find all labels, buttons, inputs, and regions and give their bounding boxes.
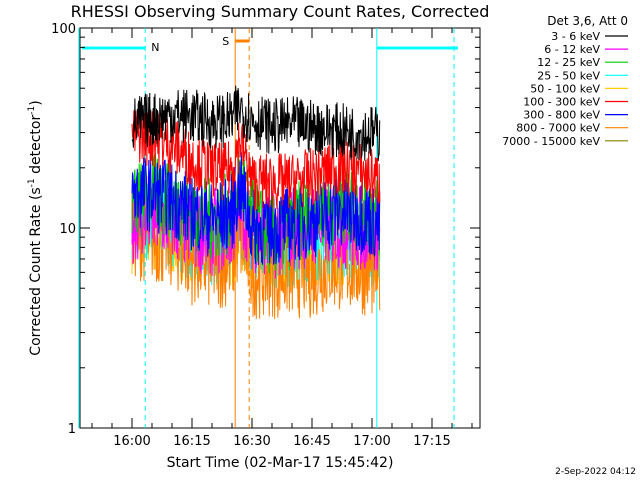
legend-label-6: 300 - 800 keV <box>523 109 600 122</box>
x-axis-label: Start Time (02-Mar-17 15:45:42) <box>167 455 394 471</box>
legend-label-4: 50 - 100 keV <box>530 82 600 95</box>
night-label: N <box>151 41 159 54</box>
legend-label-0: 3 - 6 keV <box>551 30 600 43</box>
tick-layer: 1 10 100 16:00 16:15 16:30 16:45 17:00 17:15 <box>51 22 480 449</box>
y-axis-label-mid: detector <box>28 115 44 179</box>
legend-header: Det 3,6, Att 0 <box>547 14 628 28</box>
x-tick-label-0: 16:00 <box>113 434 150 449</box>
legend-label-3: 25 - 50 keV <box>537 69 600 82</box>
timestamp: 2-Sep-2022 04:12 <box>555 467 636 477</box>
legend-label-5: 100 - 300 keV <box>523 96 600 109</box>
chart-title: RHESSI Observing Summary Count Rates, Co… <box>71 2 490 21</box>
legend-label-8: 7000 - 15000 keV <box>502 135 600 148</box>
saa-label: S <box>222 35 229 48</box>
x-tick-label-5: 17:15 <box>413 434 450 449</box>
y-axis-label-sup2: -1 <box>27 106 37 115</box>
y-axis-label: Corrected Count Rate (s-1 detector-1) <box>27 100 44 355</box>
x-tick-label-2: 16:30 <box>233 434 270 449</box>
y-tick-label-0: 1 <box>68 422 76 437</box>
legend-label-7: 800 - 7000 keV <box>516 122 600 135</box>
legend-label-2: 12 - 25 keV <box>537 56 600 69</box>
x-tick-label-4: 17:00 <box>353 434 390 449</box>
legend-label-1: 6 - 12 keV <box>544 43 600 56</box>
y-tick-label-2: 100 <box>51 22 76 37</box>
y-axis-label-sup1: -1 <box>27 178 37 187</box>
y-axis-label-end: ) <box>28 100 44 105</box>
x-tick-label-1: 16:15 <box>173 434 210 449</box>
series-line-0 <box>131 85 381 162</box>
series-line-6 <box>131 152 381 266</box>
series-layer <box>131 85 381 320</box>
y-axis-label-main: Corrected Count Rate (s <box>28 187 44 355</box>
y-tick-label-1: 10 <box>59 222 76 237</box>
x-tick-label-3: 16:45 <box>293 434 330 449</box>
